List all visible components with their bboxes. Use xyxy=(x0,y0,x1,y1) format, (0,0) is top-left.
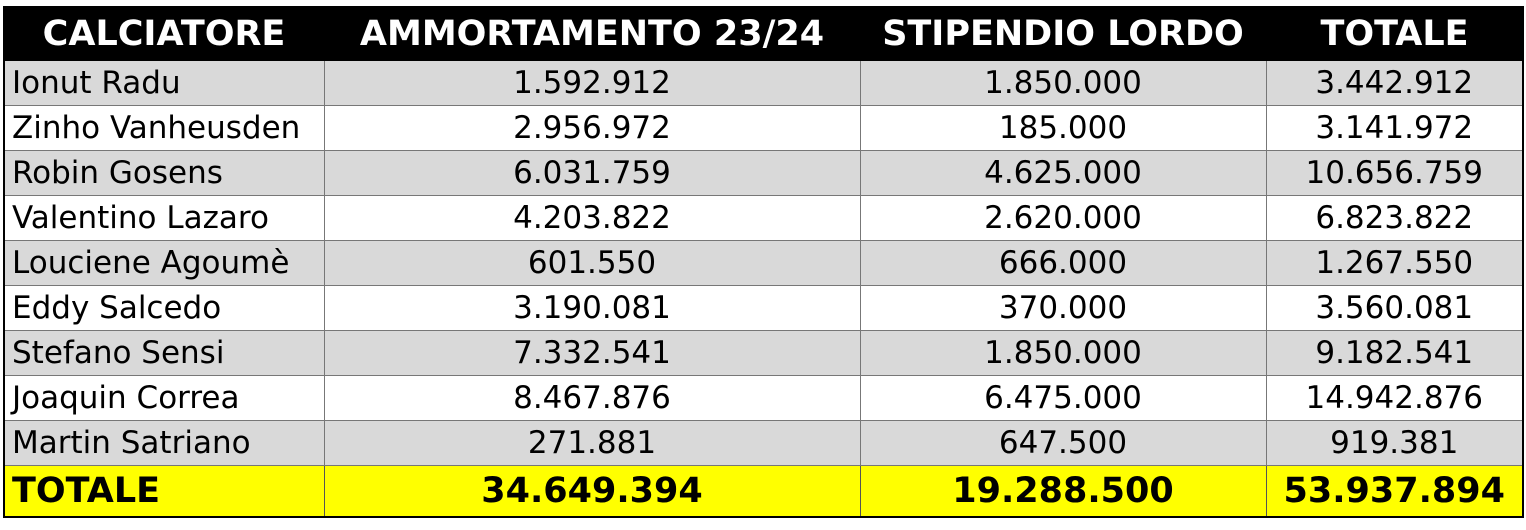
total-cell: 10.656.759 xyxy=(1265,150,1524,196)
header-player: CALCIATORE xyxy=(3,6,325,61)
player-name: Ionut Radu xyxy=(3,59,325,106)
table-row: Valentino Lazaro 4.203.822 2.620.000 6.8… xyxy=(3,195,1524,241)
total-cell: 3.560.081 xyxy=(1265,285,1524,331)
gross-salary-cell: 1.850.000 xyxy=(859,330,1267,376)
gross-salary-cell: 6.475.000 xyxy=(859,375,1267,421)
total-cell: 9.182.541 xyxy=(1265,330,1524,376)
amortization-cell: 601.550 xyxy=(323,240,861,286)
gross-salary-cell: 185.000 xyxy=(859,105,1267,151)
amortization-cell: 7.332.541 xyxy=(323,330,861,376)
gross-salary-cell: 370.000 xyxy=(859,285,1267,331)
player-costs-table: CALCIATORE AMMORTAMENTO 23/24 STIPENDIO … xyxy=(3,6,1524,518)
total-cell: 1.267.550 xyxy=(1265,240,1524,286)
header-total: TOTALE xyxy=(1265,6,1524,61)
totals-label: TOTALE xyxy=(3,465,325,518)
player-name: Valentino Lazaro xyxy=(3,195,325,241)
total-cell: 14.942.876 xyxy=(1265,375,1524,421)
player-name: Zinho Vanheusden xyxy=(3,105,325,151)
total-cell: 3.442.912 xyxy=(1265,59,1524,106)
amortization-cell: 4.203.822 xyxy=(323,195,861,241)
table-row: Stefano Sensi 7.332.541 1.850.000 9.182.… xyxy=(3,330,1524,376)
player-name: Eddy Salcedo xyxy=(3,285,325,331)
player-name: Joaquin Correa xyxy=(3,375,325,421)
gross-salary-cell: 2.620.000 xyxy=(859,195,1267,241)
header-amortization: AMMORTAMENTO 23/24 xyxy=(323,6,861,61)
gross-salary-cell: 1.850.000 xyxy=(859,59,1267,106)
amortization-cell: 3.190.081 xyxy=(323,285,861,331)
totals-amortization: 34.649.394 xyxy=(323,465,861,518)
table-row: Robin Gosens 6.031.759 4.625.000 10.656.… xyxy=(3,150,1524,196)
table-container: CALCIATORE AMMORTAMENTO 23/24 STIPENDIO … xyxy=(3,6,1524,518)
total-cell: 6.823.822 xyxy=(1265,195,1524,241)
totals-total: 53.937.894 xyxy=(1265,465,1524,518)
table-row: Louciene Agoumè 601.550 666.000 1.267.55… xyxy=(3,240,1524,286)
header-row: CALCIATORE AMMORTAMENTO 23/24 STIPENDIO … xyxy=(3,6,1524,61)
amortization-cell: 2.956.972 xyxy=(323,105,861,151)
amortization-cell: 1.592.912 xyxy=(323,59,861,106)
totals-row: TOTALE 34.649.394 19.288.500 53.937.894 xyxy=(3,465,1524,518)
amortization-cell: 271.881 xyxy=(323,420,861,466)
player-name: Louciene Agoumè xyxy=(3,240,325,286)
table-row: Joaquin Correa 8.467.876 6.475.000 14.94… xyxy=(3,375,1524,421)
player-name: Stefano Sensi xyxy=(3,330,325,376)
amortization-cell: 6.031.759 xyxy=(323,150,861,196)
table-row: Martin Satriano 271.881 647.500 919.381 xyxy=(3,420,1524,466)
gross-salary-cell: 647.500 xyxy=(859,420,1267,466)
player-name: Robin Gosens xyxy=(3,150,325,196)
header-gross-salary: STIPENDIO LORDO xyxy=(859,6,1267,61)
player-name: Martin Satriano xyxy=(3,420,325,466)
amortization-cell: 8.467.876 xyxy=(323,375,861,421)
table-row: Eddy Salcedo 3.190.081 370.000 3.560.081 xyxy=(3,285,1524,331)
total-cell: 919.381 xyxy=(1265,420,1524,466)
gross-salary-cell: 666.000 xyxy=(859,240,1267,286)
table-row: Zinho Vanheusden 2.956.972 185.000 3.141… xyxy=(3,105,1524,151)
total-cell: 3.141.972 xyxy=(1265,105,1524,151)
gross-salary-cell: 4.625.000 xyxy=(859,150,1267,196)
totals-gross-salary: 19.288.500 xyxy=(859,465,1267,518)
table-row: Ionut Radu 1.592.912 1.850.000 3.442.912 xyxy=(3,59,1524,106)
